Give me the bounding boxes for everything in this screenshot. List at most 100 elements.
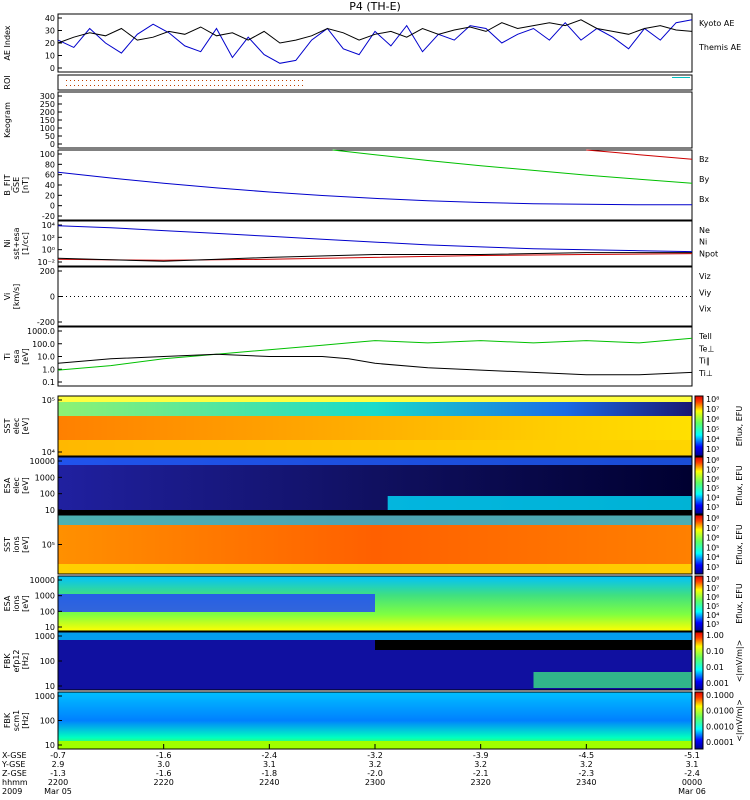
- legend-ae-0: Kyoto AE: [699, 19, 734, 28]
- roi-dot-a: [246, 80, 247, 81]
- bg-sst-e-band: [58, 402, 692, 416]
- frame-ae: [57, 13, 693, 73]
- ylabel-fbk_scm-2: [Hz]: [21, 712, 30, 728]
- ylabel-ti-1: esa: [12, 349, 21, 363]
- series-ti-0: [57, 337, 693, 371]
- roi-dot-a: [282, 80, 283, 81]
- footer-Z-GSE-6: -2.4: [684, 769, 700, 778]
- colorbar-tick-sst_i: 10³: [706, 563, 719, 572]
- roi-dot-a: [274, 80, 275, 81]
- ylabel-sst_i-2: [eV]: [21, 536, 30, 553]
- series-ni-2: [57, 252, 692, 262]
- footer-Z-GSE-5: -2.3: [579, 769, 595, 778]
- roi-dot-b: [230, 85, 231, 86]
- roi-dot-b: [122, 85, 123, 86]
- ytick-label-ti: 0.1: [42, 378, 55, 387]
- roi-dot-b: [162, 85, 163, 86]
- ylabel-sst_e-1: elec: [12, 418, 21, 434]
- roi-dot-b: [258, 85, 259, 86]
- roi-dot-b: [98, 85, 99, 86]
- roi-dot-b: [298, 85, 299, 86]
- ylabel-bfit-2: [nT]: [21, 177, 30, 193]
- roi-dot-a: [158, 80, 159, 81]
- bg-esa-e-top: [58, 457, 692, 465]
- chart-title: P4 (TH-E): [349, 0, 401, 13]
- footer-hhmm-0: 2200: [48, 778, 68, 787]
- roi-dot-b: [186, 85, 187, 86]
- ylabel-fbk_scm-0: FBK: [3, 712, 12, 728]
- roi-dot-a: [134, 80, 135, 81]
- series-ni-1: [57, 253, 693, 261]
- roi-dot-a: [298, 80, 299, 81]
- ylabel-sst_e-0: SST: [3, 418, 12, 433]
- roi-dot-b: [110, 85, 111, 86]
- roi-dot-a: [290, 80, 291, 81]
- roi-dot-a: [258, 80, 259, 81]
- roi-dot-a: [222, 80, 223, 81]
- roi-dot-b: [302, 85, 303, 86]
- footer-year: 2009: [2, 787, 22, 796]
- roi-dot-a: [130, 80, 131, 81]
- ylabel-esa_e-1: elec: [12, 477, 21, 493]
- ylabel-vi-0: Vi: [3, 293, 12, 301]
- series-ae-0: [57, 19, 693, 64]
- ylabel-roi-0: ROI: [3, 75, 12, 89]
- colorbar-tick-esa_e: 10⁴: [706, 494, 719, 503]
- roi-dot-a: [174, 80, 175, 81]
- colorbar-tick-esa_e: 10⁸: [706, 456, 719, 465]
- ylabel-fbk_e12-0: FBK: [3, 653, 12, 669]
- frame-esa_i: [57, 575, 693, 632]
- roi-dot-a: [266, 80, 267, 81]
- footer-X-GSE-0: -0.7: [50, 751, 66, 760]
- roi-dot-a: [102, 80, 103, 81]
- roi-dot-a: [294, 80, 295, 81]
- footer-row-label-2: Z-GSE: [2, 769, 27, 778]
- ytick-label-esa_i: 10: [45, 623, 55, 632]
- roi-dot-a: [98, 80, 99, 81]
- frame-roi: [57, 74, 693, 91]
- roi-dot-a: [198, 80, 199, 81]
- series-ni-0: [57, 225, 693, 253]
- colorbar-label-esa_e: Eflux, EFU: [735, 465, 744, 506]
- roi-dot-b: [106, 85, 107, 86]
- roi-dot-a: [230, 80, 231, 81]
- footer-X-GSE-1: -1.6: [156, 751, 172, 760]
- roi-dot-a: [242, 80, 243, 81]
- roi-dot-a: [206, 80, 207, 81]
- bg-sst-e-top: [58, 396, 692, 402]
- roi-dot-b: [262, 85, 263, 86]
- ytick-label-esa_e: 1000: [35, 473, 55, 482]
- colorbar-tick-sst_e: 10⁶: [706, 415, 719, 424]
- ytick-label-ni: 10⁴: [42, 221, 55, 230]
- ytick-label-keogram: 150: [40, 116, 55, 125]
- roi-dot-b: [94, 85, 95, 86]
- roi-dot-b: [102, 85, 103, 86]
- ylabel-esa_i-0: ESA: [3, 595, 12, 611]
- roi-dot-b: [174, 85, 175, 86]
- colorbar-tick-fbk_e12: 0.001: [706, 679, 729, 688]
- colorbar-sst_i: [694, 514, 704, 575]
- roi-dot-a: [254, 80, 255, 81]
- roi-dot-b: [170, 85, 171, 86]
- colorbar-tick-sst_i: 10⁵: [706, 543, 719, 552]
- roi-dot-a: [138, 80, 139, 81]
- ytick-label-fbk_scm: 1000: [35, 692, 55, 701]
- footer-row-label-3: hhmm: [2, 778, 28, 787]
- ytick-label-sst_e: 10⁵: [42, 396, 55, 405]
- footer-Y-GSE-1: 3.0: [157, 760, 170, 769]
- roi-dot-a: [74, 80, 75, 81]
- roi-dot-b: [66, 85, 67, 86]
- roi-dot-b: [202, 85, 203, 86]
- roi-dot-b: [214, 85, 215, 86]
- roi-dot-b: [282, 85, 283, 86]
- colorbar-tick-fbk_scm: 0.0100: [706, 707, 734, 716]
- roi-dot-b: [90, 85, 91, 86]
- ylabel-bfit-0: B_FIT: [3, 174, 12, 195]
- roi-dot-a: [142, 80, 143, 81]
- ylabel-vi-1: [km/s]: [12, 284, 21, 310]
- bg-sst-i-top: [58, 515, 692, 525]
- roi-dot-b: [238, 85, 239, 86]
- roi-dot-b: [138, 85, 139, 86]
- roi-dot-a: [182, 80, 183, 81]
- colorbar-tick-esa_e: 10⁷: [706, 465, 719, 474]
